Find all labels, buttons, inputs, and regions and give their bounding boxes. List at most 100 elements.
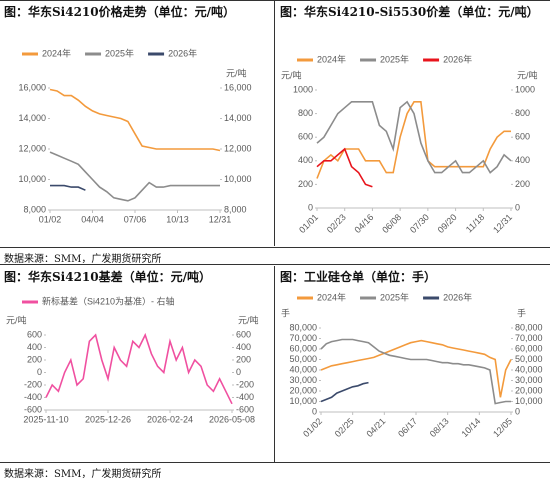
y2-tick-label: 70,000 xyxy=(515,333,543,343)
rule xyxy=(0,247,550,248)
y-tick-label: 40,000 xyxy=(289,364,317,374)
y-tick-label: 0 xyxy=(312,406,317,416)
y-tick-label: -200 xyxy=(24,379,42,389)
y-tick-label: 1000 xyxy=(293,84,313,94)
y-tick-label: 400 xyxy=(27,342,42,352)
x-tick-label: 11/18 xyxy=(464,212,487,235)
y2-tick-label: 40,000 xyxy=(515,364,543,374)
x-tick-label: 06/08 xyxy=(380,212,403,235)
y2-tick-label: 60,000 xyxy=(515,343,543,353)
y-tick-label: 80,000 xyxy=(289,322,317,332)
x-tick-label: 04/16 xyxy=(353,212,376,235)
y2-tick-label: 200 xyxy=(236,354,251,364)
y2-tick-label: 20,000 xyxy=(515,385,543,395)
y-tick-label: 800 xyxy=(298,108,313,118)
y2-tick-label: 800 xyxy=(515,108,530,118)
y-tick-label: 0 xyxy=(308,202,313,212)
y-tick-label: 200 xyxy=(298,179,313,189)
series-line xyxy=(50,184,86,191)
x-tick-label: 12/31 xyxy=(209,214,232,224)
y2-tick-label: -400 xyxy=(236,392,254,402)
rule xyxy=(0,264,550,265)
y2-unit: 手 xyxy=(517,307,526,318)
y2-tick-label: 1000 xyxy=(515,84,535,94)
y-tick-label: 10,000 xyxy=(289,396,317,406)
source: 数据来源：SMM，广发期货研究所 xyxy=(4,254,162,265)
x-tick-label: 12/05 xyxy=(491,416,514,439)
y2-tick-label: 80,000 xyxy=(515,322,543,332)
y2-tick-label: 0 xyxy=(515,406,520,416)
legend-label: 2025年 xyxy=(380,291,409,302)
legend-label: 2024年 xyxy=(317,291,346,302)
x-tick-label: 12/31 xyxy=(491,212,514,235)
x-tick-label: 02/25 xyxy=(333,416,356,439)
y2-tick-label: 30,000 xyxy=(515,375,543,385)
x-tick-label: 07/30 xyxy=(408,212,431,235)
chart-title: 图：华东Si4210价格走势（单位：元/吨） xyxy=(4,5,236,19)
y-tick-label: 20,000 xyxy=(289,385,317,395)
y-unit: 手 xyxy=(281,307,290,318)
chart: 新标基差（Si4210为基准）- 右轴元/吨 元/吨 -600 -400 -200 0 20… xyxy=(6,295,259,424)
y2-tick-label: 16,000 xyxy=(224,82,252,92)
series-line xyxy=(45,332,233,405)
chart-title: 图：华东Si4210基差（单位：元/吨） xyxy=(4,270,212,284)
y-tick-label: 10,000 xyxy=(18,174,46,184)
x-tick-label: 10/13 xyxy=(166,214,189,224)
y-tick-label: 60,000 xyxy=(289,343,317,353)
x-tick-label: 04/04 xyxy=(81,214,104,224)
y-tick-label: 16,000 xyxy=(18,82,46,92)
series-line xyxy=(316,100,512,174)
x-tick-label: 2025-11-10 xyxy=(23,414,68,424)
x-tick-label: 01/02 xyxy=(39,214,62,224)
y2-unit: 元/吨 xyxy=(517,69,538,80)
series-line xyxy=(49,88,221,152)
legend-label: 2025年 xyxy=(105,47,134,58)
y2-tick-label: -200 xyxy=(236,379,254,389)
y-unit: 元/吨 xyxy=(6,314,27,325)
y-tick-label: 0 xyxy=(37,367,42,377)
y-tick-label: 70,000 xyxy=(289,333,317,343)
y-tick-label: 30,000 xyxy=(289,375,317,385)
x-tick-label: 06/17 xyxy=(396,416,419,439)
source: 数据来源：SMM，广发期货研究所 xyxy=(4,469,162,480)
chart-title: 图：工业硅仓单（单位：手） xyxy=(280,270,437,284)
y2-tick-label: 0 xyxy=(236,367,241,377)
y2-tick-label: 200 xyxy=(515,179,530,189)
y-tick-label: 14,000 xyxy=(18,113,46,123)
y2-tick-label: -600 xyxy=(236,404,254,414)
legend-label: 2026年 xyxy=(168,47,197,58)
rule xyxy=(0,462,550,463)
y-tick-label: 600 xyxy=(298,132,313,142)
series-line xyxy=(320,338,511,405)
x-tick-label: 09/20 xyxy=(436,212,459,235)
y-unit: 元/吨 xyxy=(281,69,302,80)
y2-tick-label: 0 xyxy=(515,202,520,212)
y-tick-label: -600 xyxy=(24,404,42,414)
y2-tick-label: 600 xyxy=(236,329,251,339)
legend-label: 2026年 xyxy=(443,53,472,64)
x-tick-label: 07/06 xyxy=(124,214,147,224)
y-tick-label: 12,000 xyxy=(18,143,46,153)
x-tick-label: 02/23 xyxy=(325,212,348,235)
legend-label: 2024年 xyxy=(317,53,346,64)
y-tick-label: 50,000 xyxy=(289,354,317,364)
legend-label: 2026年 xyxy=(443,291,472,302)
y-tick-label: 8,000 xyxy=(23,204,46,214)
x-tick-label: 2026-02-24 xyxy=(147,414,193,424)
y2-unit: 元/吨 xyxy=(226,67,247,78)
series-line xyxy=(49,151,220,202)
y2-unit: 元/吨 xyxy=(238,314,259,325)
rule xyxy=(274,266,275,462)
legend-label: 2024年 xyxy=(42,47,71,58)
y-tick-label: 400 xyxy=(298,155,313,165)
legend-label: 2025年 xyxy=(380,53,409,64)
x-tick-label: 01/02 xyxy=(301,416,324,439)
x-tick-label: 01/01 xyxy=(297,212,320,235)
chart-title: 图：华东Si4210-Si5530价差（单位：元/吨） xyxy=(280,5,539,19)
x-tick-label: 08/13 xyxy=(428,416,451,439)
y2-tick-label: 12,000 xyxy=(224,143,252,153)
